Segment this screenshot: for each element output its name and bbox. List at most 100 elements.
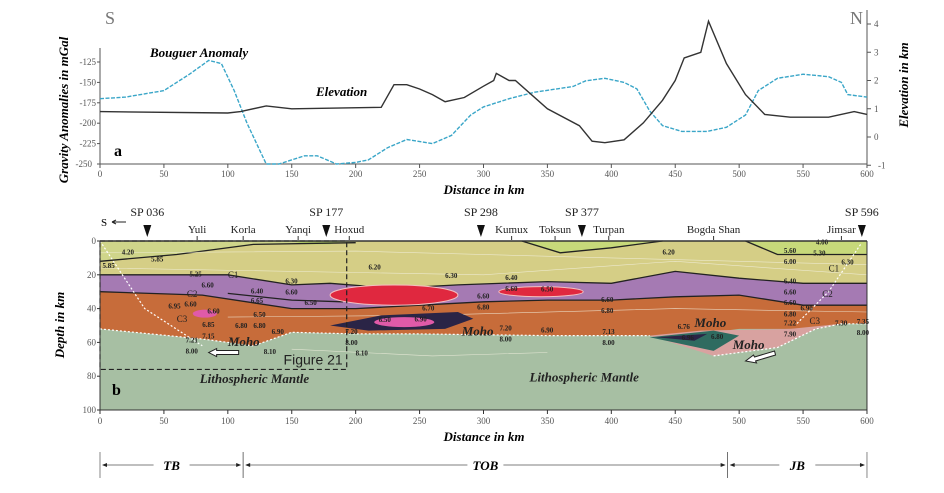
velocity-label: 6.40 — [505, 274, 518, 282]
y-tick-label-left: -175 — [80, 98, 97, 108]
velocity-label: 6.60 — [784, 299, 797, 307]
x-tick-label: 150 — [285, 169, 299, 179]
velocity-label: 7.15 — [202, 332, 215, 340]
velocity-isoline — [99, 250, 868, 265]
legend-bouguer: Bouguer Anomaly — [149, 45, 248, 60]
velocity-label: 6.85 — [202, 321, 215, 329]
velocity-label: 6.40 — [251, 287, 264, 295]
panel-b-ylabel: Depth in km — [52, 292, 67, 359]
x-tick-label: 550 — [796, 416, 810, 426]
velocity-label: 8.00 — [602, 339, 615, 347]
layer-boundary — [99, 242, 356, 262]
velocity-label: 6.90 — [414, 316, 427, 324]
elevation-line — [99, 18, 868, 144]
shot-point-label: SP 596 — [845, 205, 879, 219]
velocity-label: 6.90 — [541, 326, 554, 334]
velocity-label: 6.76 — [678, 323, 691, 331]
sediment-junggar — [745, 241, 867, 255]
velocity-label: 7.13 — [602, 328, 615, 336]
velocity-label: 6.00 — [784, 258, 797, 266]
crust-layer-label: C2 — [822, 289, 833, 299]
x-tick-label: 600 — [860, 169, 874, 179]
x-tick-label: 250 — [413, 416, 427, 426]
velocity-label: 5.85 — [103, 262, 116, 270]
velocity-label: 7.20 — [345, 328, 358, 336]
dark-body — [656, 333, 708, 341]
teal-body — [649, 330, 740, 351]
y-tick-label: 60 — [87, 337, 97, 347]
moho-line — [99, 328, 650, 347]
place-label: Hoxud — [334, 224, 364, 236]
velocity-label: 6.80 — [784, 310, 797, 318]
y-tick-label-left: -225 — [80, 139, 97, 149]
moho-label: Moho — [227, 334, 260, 349]
velocity-label: 6.60 — [601, 296, 614, 304]
velocity-label: 6.20 — [662, 249, 675, 257]
velocity-label: 6.60 — [207, 308, 220, 316]
moho-label: Moho — [693, 315, 726, 330]
velocity-label: 6.50 — [253, 311, 266, 319]
shot-point-label: SP 036 — [130, 205, 164, 219]
velocity-label: 6.50 — [305, 299, 318, 307]
velocity-label: 6.65 — [251, 297, 264, 305]
y-tick-label: 40 — [87, 304, 97, 314]
shot-point-label: SP 177 — [309, 205, 343, 219]
shot-point-triangle-icon — [143, 225, 152, 237]
velocity-label: 8.10 — [264, 348, 277, 356]
x-tick-label: 0 — [98, 169, 103, 179]
velocity-label: 5.30 — [813, 249, 826, 257]
velocity-label: 6.80 — [235, 322, 248, 330]
velocity-label: 8.10 — [356, 350, 369, 358]
south-marker: S — [101, 217, 107, 229]
velocity-label: 7.30 — [835, 320, 848, 328]
velocity-isoline — [227, 308, 868, 318]
x-tick-label: 200 — [349, 416, 363, 426]
velocity-label: 6.70 — [422, 304, 435, 312]
velocity-label: 7.35 — [857, 318, 870, 326]
place-label: Yuli — [188, 224, 206, 236]
velocity-label: 6.60 — [201, 282, 214, 290]
velocity-label: 6.30 — [285, 277, 298, 285]
y-tick-label-left: -125 — [80, 57, 97, 67]
y-tick-label: 100 — [83, 405, 97, 415]
shot-point-label: SP 377 — [565, 205, 599, 219]
velocity-label: 6.50 — [541, 286, 554, 294]
x-tick-label: 350 — [541, 416, 555, 426]
basin-regions: TB TOB JB — [99, 452, 868, 478]
region-label: JB — [789, 458, 806, 473]
x-tick-label: 400 — [605, 416, 619, 426]
crust-layer-label: C1 — [228, 270, 239, 280]
region-label: TB — [163, 458, 180, 473]
x-tick-label: 350 — [541, 169, 555, 179]
shot-point-triangle-icon — [322, 225, 331, 237]
x-tick-label: 150 — [285, 416, 299, 426]
y-tick-label-right: -1 — [878, 160, 886, 170]
velocity-label: 7.22 — [784, 320, 797, 328]
velocity-label: 6.95 — [168, 303, 181, 311]
direction-north: N — [850, 8, 863, 28]
x-tick-label: 450 — [668, 416, 682, 426]
pink-body — [374, 317, 435, 328]
velocity-label: 4.20 — [122, 249, 135, 257]
pink-body — [192, 309, 217, 318]
layer-boundary — [745, 240, 867, 256]
velocity-label: 6.90 — [272, 328, 285, 336]
velocity-label: 6.30 — [841, 259, 854, 267]
figure-21-label: Figure 21 — [284, 351, 343, 367]
moho-label: Moho — [461, 324, 494, 339]
panel-a-ylabel-right: Elevation in km — [896, 42, 911, 128]
place-label: Korla — [231, 224, 256, 236]
y-tick-label: 80 — [87, 371, 97, 381]
shot-point-triangle-icon — [857, 225, 866, 237]
layer-boundary — [227, 292, 343, 303]
velocity-label: 8.00 — [345, 339, 358, 347]
x-tick-label: 200 — [349, 169, 363, 179]
sediment-turpan — [521, 241, 663, 253]
x-tick-label: 50 — [159, 416, 169, 426]
panel-a-plot: 0 50 100 150 200 250 300 350 400 450 500 550 600 -125… — [76, 10, 886, 179]
y-tick-label: 20 — [87, 270, 97, 280]
bouguer-anomaly-line — [99, 59, 868, 165]
velocity-label: 5.60 — [784, 247, 797, 255]
layer-boundary — [99, 291, 867, 310]
